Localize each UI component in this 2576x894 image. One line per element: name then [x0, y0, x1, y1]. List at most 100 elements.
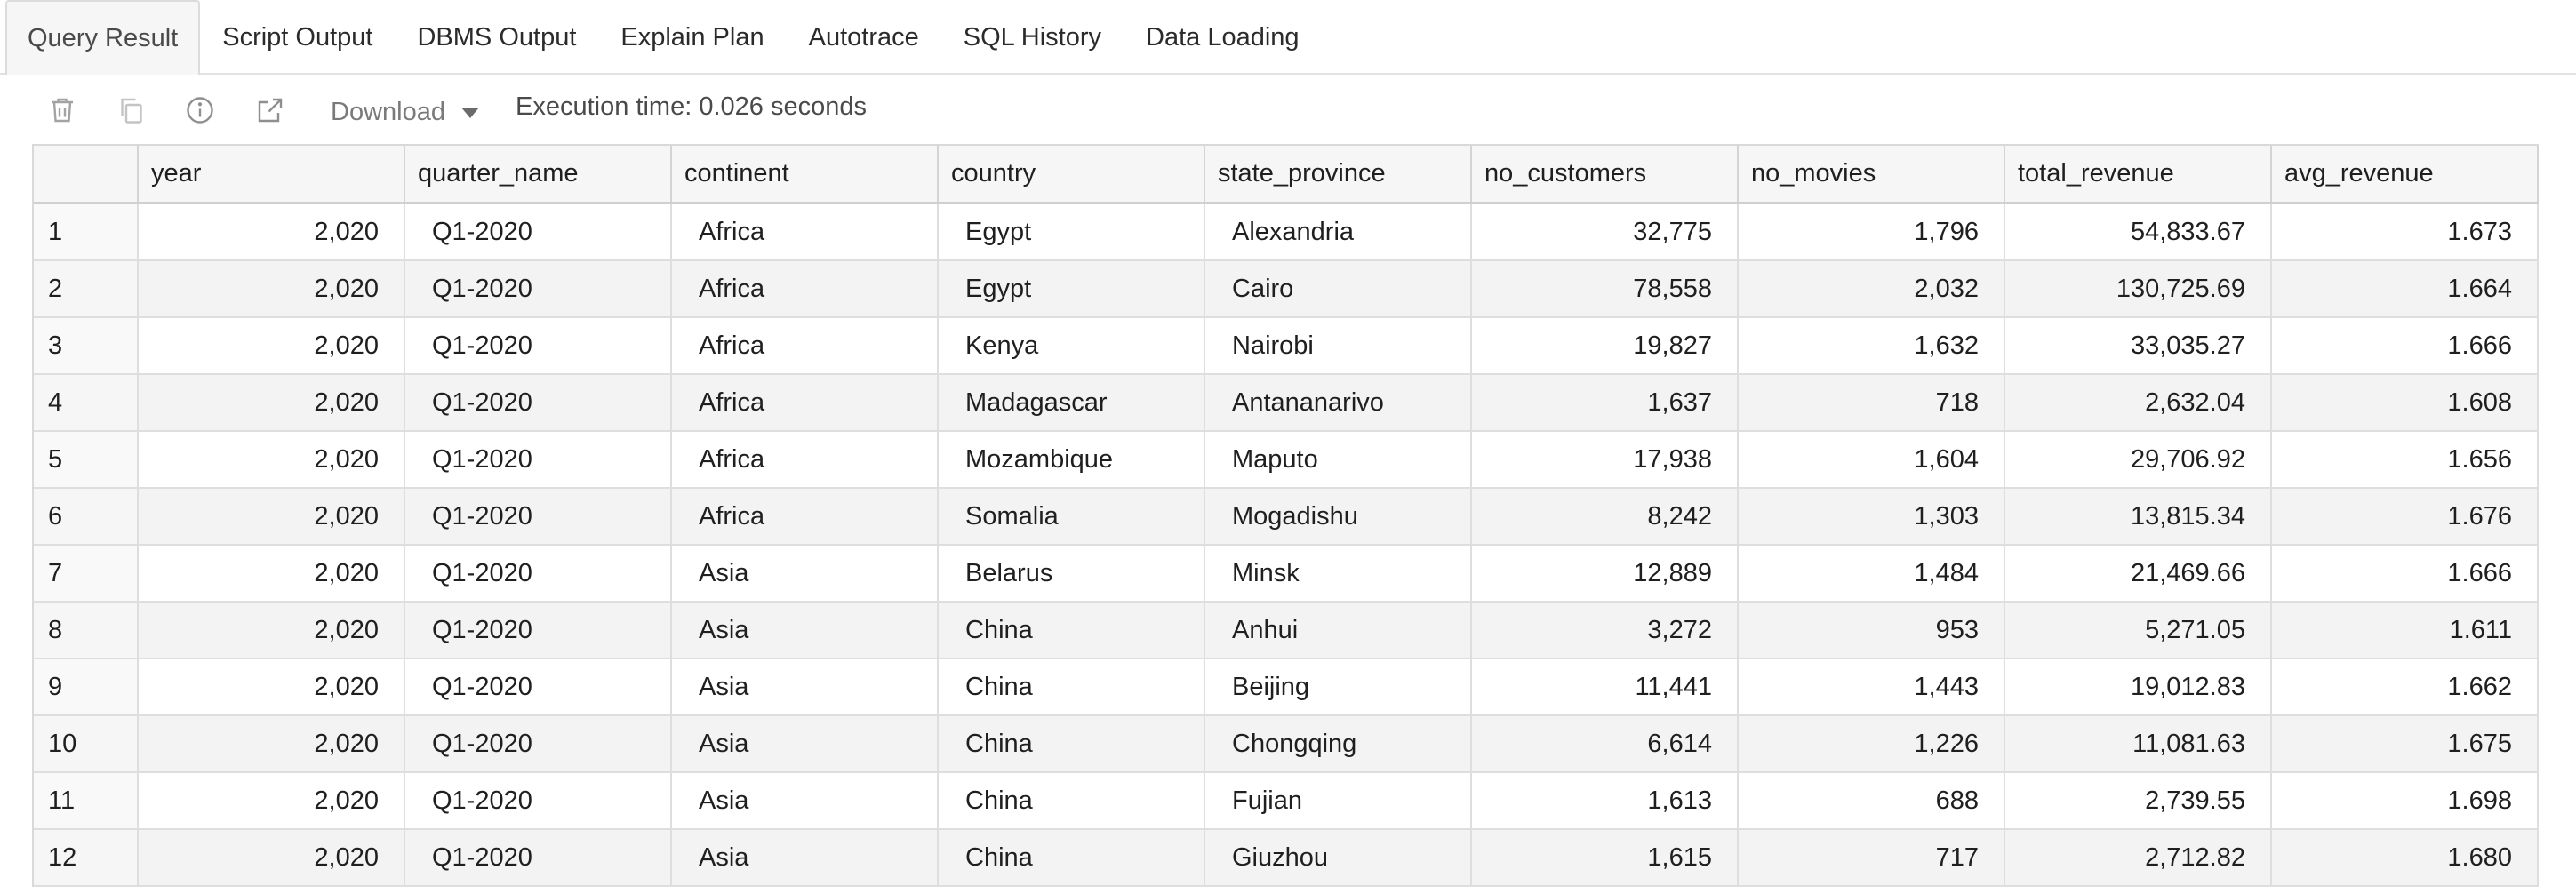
- table-cell-no-customers[interactable]: 1,637: [1472, 375, 1739, 430]
- table-cell-no-movies[interactable]: 1,226: [1739, 716, 2005, 771]
- table-cell-year[interactable]: 2,020: [139, 489, 405, 544]
- table-cell-total-revenue[interactable]: 13,815.34: [2005, 489, 2272, 544]
- table-cell-quarter-name[interactable]: Q1-2020: [405, 204, 672, 259]
- table-cell-no-movies[interactable]: 1,303: [1739, 489, 2005, 544]
- trash-icon[interactable]: [44, 92, 80, 128]
- table-cell-avg-revenue[interactable]: 1.680: [2272, 830, 2539, 885]
- column-header[interactable]: no_customers: [1472, 146, 1739, 202]
- table-cell-no-customers[interactable]: 6,614: [1472, 716, 1739, 771]
- tab-dbms-output[interactable]: DBMS Output: [417, 22, 577, 52]
- table-cell-no-movies[interactable]: 1,443: [1739, 659, 2005, 714]
- table-cell-no-movies[interactable]: 717: [1739, 830, 2005, 885]
- table-cell-avg-revenue[interactable]: 1.608: [2272, 375, 2539, 430]
- table-cell-avg-revenue[interactable]: 1.662: [2272, 659, 2539, 714]
- table-cell-avg-revenue[interactable]: 1.676: [2272, 489, 2539, 544]
- table-cell-quarter-name[interactable]: Q1-2020: [405, 432, 672, 487]
- table-cell-year[interactable]: 2,020: [139, 546, 405, 601]
- table-cell-quarter-name[interactable]: Q1-2020: [405, 318, 672, 373]
- table-cell-continent[interactable]: Asia: [672, 546, 939, 601]
- column-header[interactable]: total_revenue: [2005, 146, 2272, 202]
- column-header[interactable]: avg_revenue: [2272, 146, 2539, 202]
- table-cell-year[interactable]: 2,020: [139, 432, 405, 487]
- table-cell-year[interactable]: 2,020: [139, 318, 405, 373]
- table-cell-total-revenue[interactable]: 130,725.69: [2005, 261, 2272, 316]
- table-cell-no-customers[interactable]: 1,613: [1472, 773, 1739, 828]
- table-cell-no-customers[interactable]: 12,889: [1472, 546, 1739, 601]
- table-row[interactable]: 12 2,020 Q1-2020 Asia China Giuzhou 1,615 717 2,…: [34, 830, 2539, 887]
- table-cell-country[interactable]: Madagascar: [939, 375, 1205, 430]
- table-row[interactable]: 5 2,020 Q1-2020 Africa Mozambique Maputo 17,93…: [34, 432, 2539, 489]
- table-cell-avg-revenue[interactable]: 1.611: [2272, 603, 2539, 658]
- table-cell-state-province[interactable]: Beijing: [1205, 659, 1472, 714]
- table-cell-no-movies[interactable]: 1,604: [1739, 432, 2005, 487]
- tab-query-result[interactable]: Query Result: [5, 0, 201, 75]
- table-cell-state-province[interactable]: Giuzhou: [1205, 830, 1472, 885]
- open-external-icon[interactable]: [252, 92, 288, 128]
- column-header[interactable]: year: [139, 146, 405, 202]
- tab-explain-plan[interactable]: Explain Plan: [620, 22, 764, 52]
- table-cell-continent[interactable]: Asia: [672, 659, 939, 714]
- table-cell-quarter-name[interactable]: Q1-2020: [405, 261, 672, 316]
- table-cell-no-customers[interactable]: 78,558: [1472, 261, 1739, 316]
- table-cell-continent[interactable]: Asia: [672, 773, 939, 828]
- table-cell-country[interactable]: Egypt: [939, 204, 1205, 259]
- table-cell-state-province[interactable]: Minsk: [1205, 546, 1472, 601]
- tab-script-output[interactable]: Script Output: [222, 22, 373, 52]
- table-cell-no-movies[interactable]: 1,484: [1739, 546, 2005, 601]
- table-row[interactable]: 9 2,020 Q1-2020 Asia China Beijing 11,441 1,443…: [34, 659, 2539, 716]
- table-cell-no-movies[interactable]: 718: [1739, 375, 2005, 430]
- table-cell-no-movies[interactable]: 2,032: [1739, 261, 2005, 316]
- table-row[interactable]: 6 2,020 Q1-2020 Africa Somalia Mogadishu 8,242…: [34, 489, 2539, 546]
- table-cell-year[interactable]: 2,020: [139, 603, 405, 658]
- download-dropdown[interactable]: Download: [331, 94, 479, 130]
- table-cell-state-province[interactable]: Anhui: [1205, 603, 1472, 658]
- table-cell-state-province[interactable]: Cairo: [1205, 261, 1472, 316]
- table-cell-quarter-name[interactable]: Q1-2020: [405, 773, 672, 828]
- table-cell-total-revenue[interactable]: 33,035.27: [2005, 318, 2272, 373]
- table-cell-total-revenue[interactable]: 29,706.92: [2005, 432, 2272, 487]
- table-cell-avg-revenue[interactable]: 1.666: [2272, 318, 2539, 373]
- table-cell-country[interactable]: China: [939, 659, 1205, 714]
- table-row[interactable]: 7 2,020 Q1-2020 Asia Belarus Minsk 12,889 1,484…: [34, 546, 2539, 603]
- tab-data-loading[interactable]: Data Loading: [1146, 22, 1300, 52]
- table-cell-quarter-name[interactable]: Q1-2020: [405, 603, 672, 658]
- table-cell-avg-revenue[interactable]: 1.656: [2272, 432, 2539, 487]
- table-row[interactable]: 10 2,020 Q1-2020 Asia China Chongqing 6,614 1,2…: [34, 716, 2539, 773]
- table-cell-avg-revenue[interactable]: 1.673: [2272, 204, 2539, 259]
- tab-autotrace[interactable]: Autotrace: [808, 22, 919, 52]
- table-row[interactable]: 4 2,020 Q1-2020 Africa Madagascar Antananariv…: [34, 375, 2539, 432]
- column-header[interactable]: state_province: [1205, 146, 1472, 202]
- table-cell-country[interactable]: Egypt: [939, 261, 1205, 316]
- table-cell-continent[interactable]: Africa: [672, 318, 939, 373]
- table-cell-no-customers[interactable]: 19,827: [1472, 318, 1739, 373]
- table-cell-continent[interactable]: Africa: [672, 204, 939, 259]
- table-cell-total-revenue[interactable]: 2,739.55: [2005, 773, 2272, 828]
- table-row[interactable]: 2 2,020 Q1-2020 Africa Egypt Cairo 78,558 2,032…: [34, 261, 2539, 318]
- table-cell-country[interactable]: China: [939, 716, 1205, 771]
- table-cell-quarter-name[interactable]: Q1-2020: [405, 546, 672, 601]
- table-cell-year[interactable]: 2,020: [139, 261, 405, 316]
- table-cell-total-revenue[interactable]: 2,712.82: [2005, 830, 2272, 885]
- table-row[interactable]: 11 2,020 Q1-2020 Asia China Fujian 1,613 688 2,7…: [34, 773, 2539, 830]
- table-cell-avg-revenue[interactable]: 1.698: [2272, 773, 2539, 828]
- table-cell-state-province[interactable]: Maputo: [1205, 432, 1472, 487]
- table-cell-year[interactable]: 2,020: [139, 716, 405, 771]
- table-cell-total-revenue[interactable]: 5,271.05: [2005, 603, 2272, 658]
- table-cell-no-customers[interactable]: 3,272: [1472, 603, 1739, 658]
- table-cell-continent[interactable]: Asia: [672, 603, 939, 658]
- column-header[interactable]: no_movies: [1739, 146, 2005, 202]
- column-header[interactable]: country: [939, 146, 1205, 202]
- table-cell-country[interactable]: Mozambique: [939, 432, 1205, 487]
- table-cell-total-revenue[interactable]: 2,632.04: [2005, 375, 2272, 430]
- table-cell-year[interactable]: 2,020: [139, 659, 405, 714]
- table-cell-quarter-name[interactable]: Q1-2020: [405, 830, 672, 885]
- table-cell-no-movies[interactable]: 953: [1739, 603, 2005, 658]
- table-cell-country[interactable]: Belarus: [939, 546, 1205, 601]
- table-cell-year[interactable]: 2,020: [139, 375, 405, 430]
- table-cell-country[interactable]: China: [939, 830, 1205, 885]
- table-cell-quarter-name[interactable]: Q1-2020: [405, 659, 672, 714]
- column-header[interactable]: continent: [672, 146, 939, 202]
- table-cell-country[interactable]: China: [939, 773, 1205, 828]
- table-row[interactable]: 3 2,020 Q1-2020 Africa Kenya Nairobi 19,827 1,6…: [34, 318, 2539, 375]
- table-cell-avg-revenue[interactable]: 1.675: [2272, 716, 2539, 771]
